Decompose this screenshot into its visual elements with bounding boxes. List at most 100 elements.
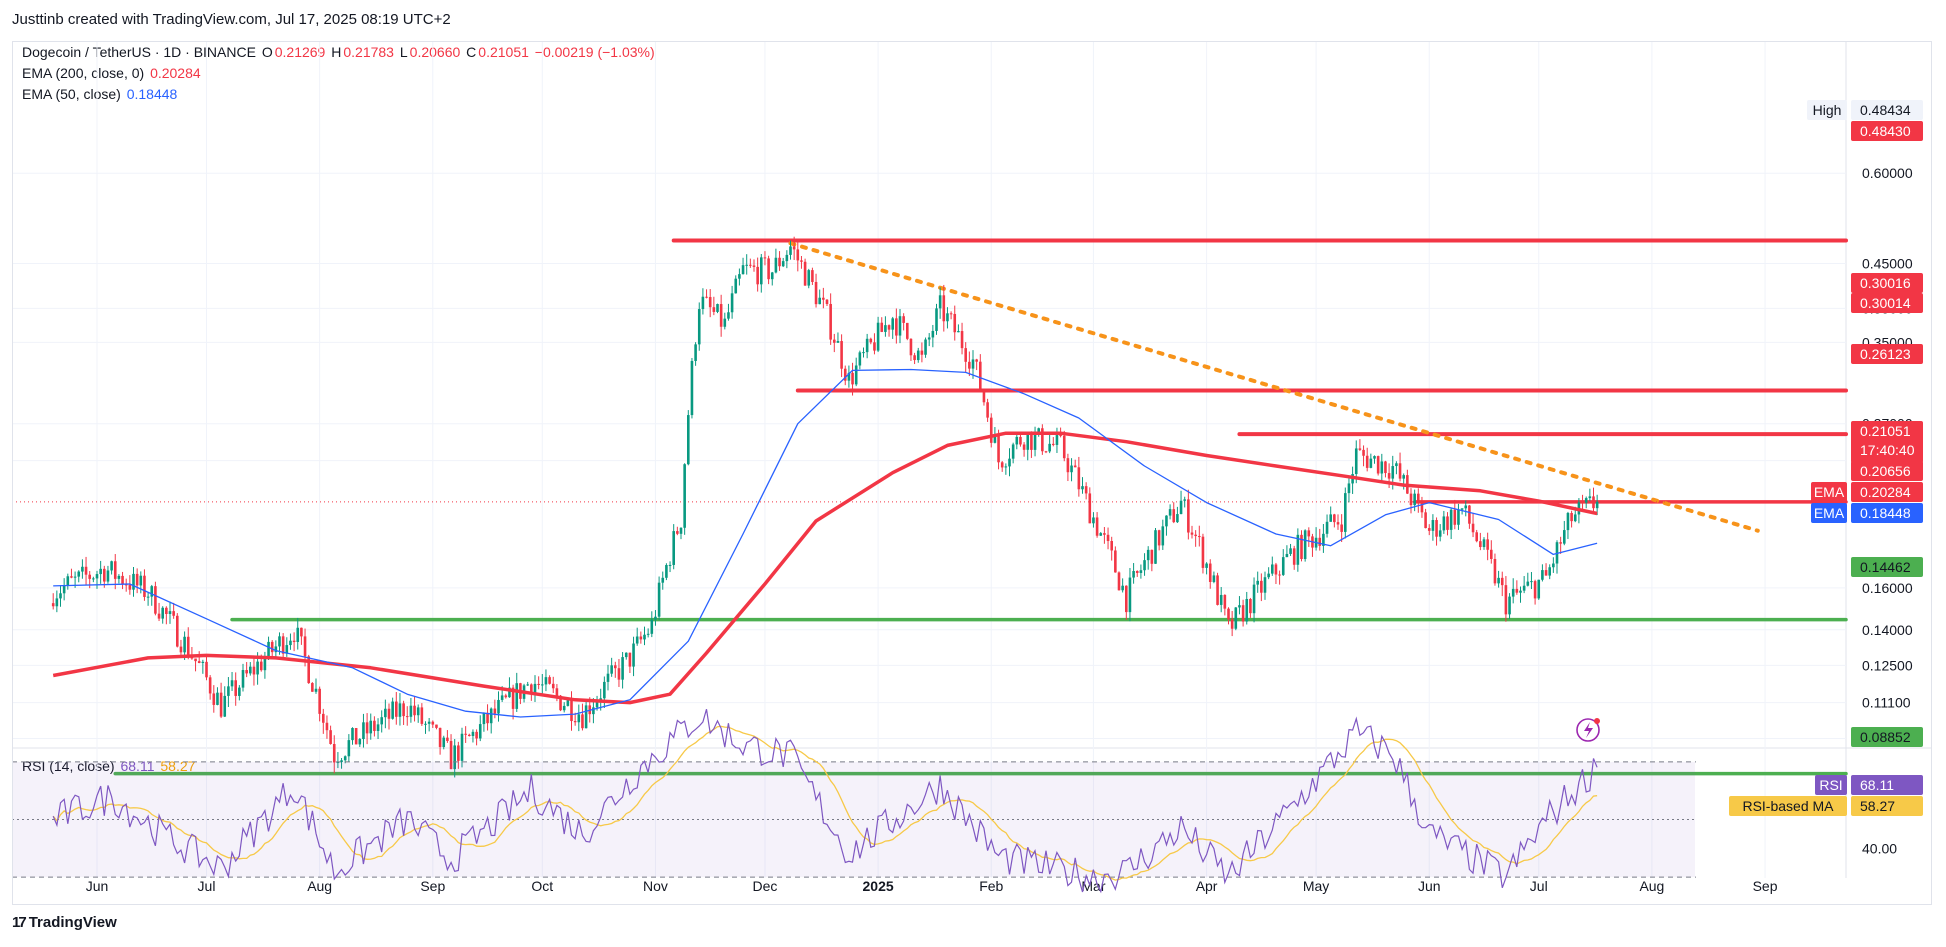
candle-body bbox=[212, 693, 216, 705]
rsi-legend[interactable]: RSI (14, close) 68.11 58.27 bbox=[22, 758, 197, 774]
candle-body bbox=[475, 731, 478, 739]
candle-body bbox=[1238, 605, 1241, 608]
candle-body bbox=[946, 313, 949, 322]
candle-body bbox=[869, 338, 873, 343]
candle-body bbox=[1497, 577, 1500, 584]
candle-body bbox=[453, 745, 456, 770]
candle-body bbox=[1559, 542, 1562, 544]
candle-body bbox=[424, 723, 427, 725]
candle-body bbox=[241, 670, 245, 688]
candle-body bbox=[891, 318, 894, 330]
candle-body bbox=[566, 700, 570, 706]
time-tick-label: Jun bbox=[86, 878, 109, 894]
candle-body bbox=[1212, 575, 1216, 582]
candle-body bbox=[1070, 465, 1073, 473]
candle-body bbox=[584, 705, 588, 729]
candle-body bbox=[774, 257, 778, 273]
candle-body bbox=[1044, 451, 1048, 453]
candle-body bbox=[256, 661, 259, 675]
candle-body bbox=[1475, 532, 1478, 542]
candle-body bbox=[99, 568, 102, 575]
candle-body bbox=[1292, 548, 1296, 565]
candle-body bbox=[1493, 558, 1497, 584]
candle-body bbox=[1588, 496, 1592, 499]
candle-body bbox=[982, 390, 986, 403]
high-label: H bbox=[331, 44, 342, 60]
candle-body bbox=[785, 254, 789, 262]
candle-body bbox=[818, 297, 821, 305]
candle-body bbox=[526, 684, 529, 686]
candle-body bbox=[81, 566, 84, 572]
candle-body bbox=[322, 713, 325, 723]
candle-body bbox=[723, 318, 727, 327]
ema200-legend[interactable]: EMA (200, close, 0) 0.20284 bbox=[22, 65, 203, 81]
candle-body bbox=[573, 721, 577, 723]
candle-body bbox=[712, 307, 716, 312]
ema50-tag: EMA bbox=[1814, 505, 1845, 521]
candle-body bbox=[829, 303, 832, 340]
candle-body bbox=[497, 699, 500, 714]
candle-body bbox=[1453, 509, 1457, 525]
time-tick-label: Oct bbox=[531, 878, 553, 894]
rsi-ma-badge-tag: RSI-based MA bbox=[1742, 798, 1834, 814]
candle-body bbox=[836, 341, 840, 343]
candle-body bbox=[1052, 443, 1055, 445]
candle-body bbox=[906, 322, 909, 339]
candle-body bbox=[833, 339, 836, 343]
candle-body bbox=[489, 708, 493, 724]
candle-body bbox=[1150, 549, 1154, 564]
candle-body bbox=[577, 714, 581, 723]
candle-body bbox=[340, 760, 343, 763]
candle-body bbox=[770, 272, 774, 280]
time-tick-label: Jun bbox=[1418, 878, 1441, 894]
candle-body bbox=[997, 435, 1000, 463]
candle-body bbox=[468, 734, 471, 737]
ema50-label: EMA (50, close) bbox=[22, 86, 121, 102]
candle-body bbox=[1460, 508, 1464, 510]
candle-body bbox=[66, 576, 70, 586]
candle-body bbox=[1183, 499, 1186, 501]
close-label: C bbox=[466, 44, 477, 60]
candle-body bbox=[95, 574, 99, 579]
candle-body bbox=[803, 261, 807, 286]
candle-body bbox=[281, 636, 285, 654]
candle-body bbox=[278, 636, 281, 647]
candle-body bbox=[822, 297, 825, 300]
ema50-legend[interactable]: EMA (50, close) 0.18448 bbox=[22, 86, 179, 102]
candle-body bbox=[778, 257, 781, 267]
candle-body bbox=[887, 325, 891, 330]
candle-body bbox=[544, 677, 548, 685]
candle-body bbox=[1570, 512, 1573, 522]
candle-body bbox=[1154, 530, 1157, 564]
candle-body bbox=[646, 633, 650, 635]
candle-body bbox=[332, 744, 336, 763]
candle-body bbox=[124, 584, 128, 586]
candle-body bbox=[92, 578, 95, 580]
candle-body bbox=[1530, 581, 1533, 583]
time-tick-label: Jul bbox=[198, 878, 216, 894]
candle-body bbox=[1369, 458, 1373, 468]
candle-body bbox=[1435, 520, 1438, 537]
candle-body bbox=[1395, 463, 1398, 467]
candle-body bbox=[668, 564, 672, 566]
candle-body bbox=[530, 684, 533, 694]
candle-body bbox=[617, 668, 621, 680]
candle-body bbox=[1117, 572, 1121, 591]
resistance-label-bg bbox=[1851, 273, 1923, 293]
candle-body bbox=[62, 585, 66, 594]
tradingview-logo[interactable]: 17 TradingView bbox=[12, 914, 117, 931]
candle-body bbox=[201, 661, 205, 663]
candle-body bbox=[183, 636, 186, 653]
candle-body bbox=[1256, 580, 1259, 585]
candle-body bbox=[504, 695, 508, 698]
resistance-label-bg bbox=[1851, 344, 1923, 364]
candle-body bbox=[1285, 553, 1289, 558]
candle-body bbox=[1490, 549, 1493, 559]
candle-body bbox=[1179, 500, 1183, 515]
time-tick-label: Nov bbox=[643, 878, 668, 894]
candle-body bbox=[384, 708, 387, 718]
candle-body bbox=[267, 641, 270, 658]
candle-body bbox=[679, 527, 683, 534]
resistance-label: 0.30014 bbox=[1860, 295, 1911, 311]
